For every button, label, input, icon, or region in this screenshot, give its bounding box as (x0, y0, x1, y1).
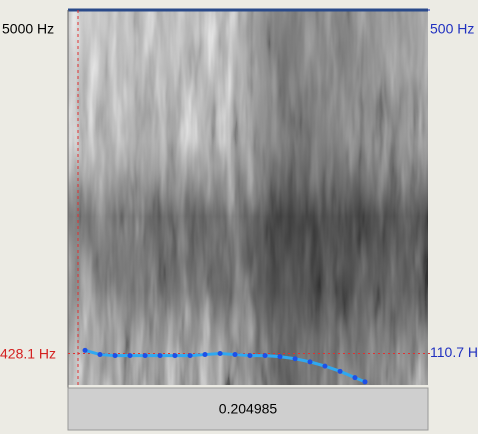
pitch-point (277, 354, 283, 360)
pitch-point (307, 359, 313, 365)
pitch-tick-label: 110.7 H (430, 344, 478, 360)
freq-top-label: 5000 Hz (2, 21, 54, 37)
pitch-point (337, 368, 343, 374)
pitch-point (142, 353, 148, 359)
pitch-point (322, 363, 328, 369)
cursor-freq-label: 428.1 Hz (0, 346, 56, 362)
pitch-point (352, 375, 358, 381)
pitch-point (202, 352, 208, 358)
pitch-point (157, 353, 163, 359)
spectrogram-shade (68, 10, 428, 385)
pitch-point (187, 353, 193, 359)
time-bar[interactable] (67, 387, 429, 431)
duration-label: 0.204985 (219, 401, 278, 417)
pitch-point (232, 352, 238, 358)
pitch-point (362, 379, 368, 385)
pitch-tick-label: 500 Hz (430, 21, 474, 37)
pitch-point (262, 353, 268, 359)
pitch-track (84, 348, 366, 384)
pitch-point (292, 356, 298, 362)
pitch-point (217, 351, 223, 356)
pitch-point (82, 347, 88, 353)
pitch-point (247, 353, 253, 359)
pitch-point (97, 352, 103, 358)
pitch-point (112, 353, 118, 359)
pitch-point (172, 353, 178, 359)
pitch-point (127, 353, 133, 359)
